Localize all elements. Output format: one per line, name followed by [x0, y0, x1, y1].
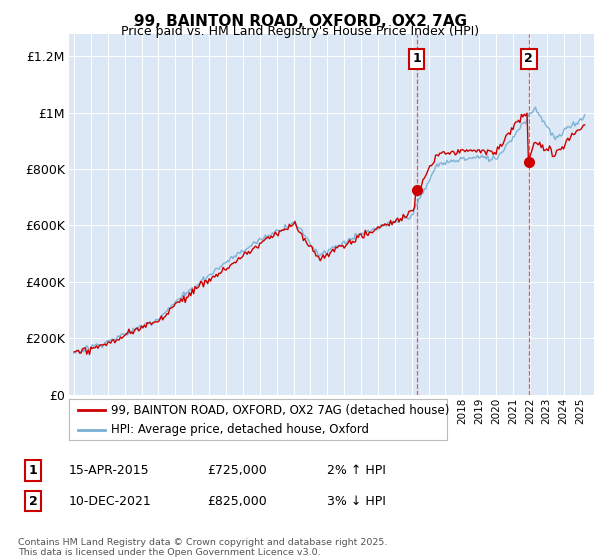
Text: 3% ↓ HPI: 3% ↓ HPI: [327, 494, 386, 508]
Text: 99, BAINTON ROAD, OXFORD, OX2 7AG: 99, BAINTON ROAD, OXFORD, OX2 7AG: [133, 14, 467, 29]
Text: 1: 1: [29, 464, 37, 477]
Text: 2: 2: [29, 494, 37, 508]
Text: £725,000: £725,000: [207, 464, 267, 477]
Text: Price paid vs. HM Land Registry's House Price Index (HPI): Price paid vs. HM Land Registry's House …: [121, 25, 479, 38]
Text: 2% ↑ HPI: 2% ↑ HPI: [327, 464, 386, 477]
Text: 10-DEC-2021: 10-DEC-2021: [69, 494, 152, 508]
Text: HPI: Average price, detached house, Oxford: HPI: Average price, detached house, Oxfo…: [110, 423, 368, 436]
Text: Contains HM Land Registry data © Crown copyright and database right 2025.
This d: Contains HM Land Registry data © Crown c…: [18, 538, 388, 557]
Text: 15-APR-2015: 15-APR-2015: [69, 464, 149, 477]
Text: 2: 2: [524, 53, 533, 66]
Text: £825,000: £825,000: [207, 494, 267, 508]
Text: 1: 1: [412, 53, 421, 66]
Text: 99, BAINTON ROAD, OXFORD, OX2 7AG (detached house): 99, BAINTON ROAD, OXFORD, OX2 7AG (detac…: [110, 404, 449, 417]
